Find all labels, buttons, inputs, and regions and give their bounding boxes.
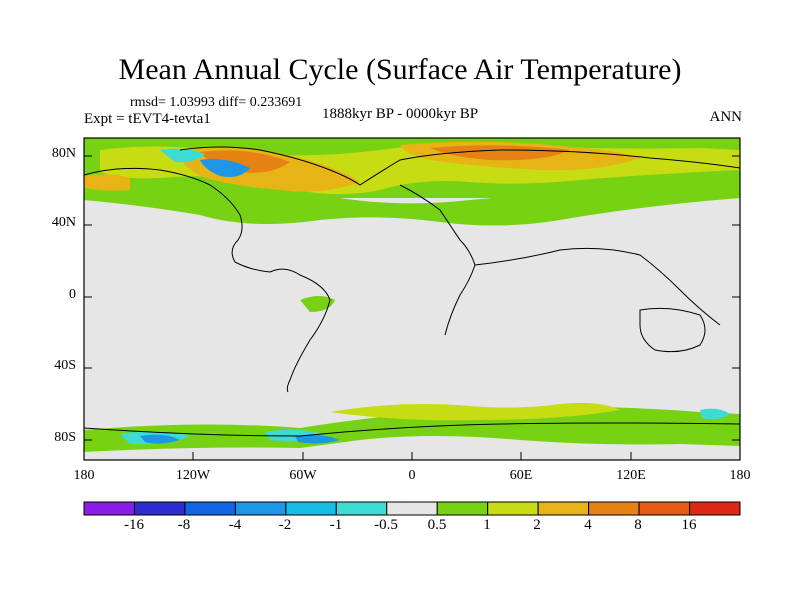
colorbar <box>83 501 741 516</box>
colorbar-label: -0.5 <box>374 517 398 533</box>
lon-label-180e: 180 <box>729 468 751 483</box>
axis-ticks <box>83 155 741 460</box>
lon-label-60e: 60E <box>509 468 533 483</box>
map-title: Mean Annual Cycle (Surface Air Temperatu… <box>118 53 682 86</box>
colorbar-label: -1 <box>329 517 343 533</box>
lon-label-60w: 60W <box>289 468 317 483</box>
colorbar-box <box>83 501 135 516</box>
colorbar-box <box>335 501 388 516</box>
lon-label-120w: 120W <box>175 468 211 483</box>
colorbar-box <box>234 501 287 516</box>
colorbar-label: 1 <box>483 517 491 533</box>
colorbar-label: -8 <box>177 517 191 533</box>
experiment-label: Expt = tEVT4-tevta1 <box>84 111 211 127</box>
lat-label-40s: 40S <box>54 358 76 373</box>
period-label: 1888kyr BP - 0000kyr BP <box>322 106 479 122</box>
colorbar-label: 2 <box>533 517 541 533</box>
colorbar-box <box>285 501 337 516</box>
colorbar-box <box>386 501 438 516</box>
coastlines <box>83 146 741 437</box>
anomaly-patch-america <box>240 208 262 220</box>
stats-text: rmsd= 1.03993 diff= 0.233691 <box>130 95 303 110</box>
colorbar-box <box>436 501 489 516</box>
lat-label-40n: 40N <box>51 215 76 230</box>
lon-label-120e: 120E <box>616 468 646 483</box>
colorbar-label: 0.5 <box>427 517 447 533</box>
colorbar-label: -4 <box>228 517 242 533</box>
lat-label-80s: 80S <box>54 430 76 445</box>
lon-label-0: 0 <box>408 468 416 483</box>
colorbar-box <box>689 501 741 516</box>
lat-label-80n: 80N <box>51 146 76 161</box>
colorbar-box <box>487 501 539 516</box>
anomaly-patch-southamerica <box>300 296 335 312</box>
colorbar-box <box>184 501 236 516</box>
anomaly-field-south <box>84 402 740 460</box>
lat-label-0: 0 <box>69 287 76 302</box>
colorbar-box <box>588 501 640 516</box>
colorbar-label: 4 <box>584 517 592 533</box>
lon-label-180w: 180 <box>73 468 95 483</box>
season-label: ANN <box>709 109 743 125</box>
colorbar-label: 8 <box>634 517 642 533</box>
colorbar-label: 16 <box>681 517 697 533</box>
map-panel <box>83 137 741 461</box>
colorbar-box <box>133 501 186 516</box>
colorbar-box <box>638 501 691 516</box>
colorbar-box <box>537 501 590 516</box>
colorbar-label: -2 <box>278 517 292 533</box>
colorbar-label: -16 <box>124 517 144 533</box>
